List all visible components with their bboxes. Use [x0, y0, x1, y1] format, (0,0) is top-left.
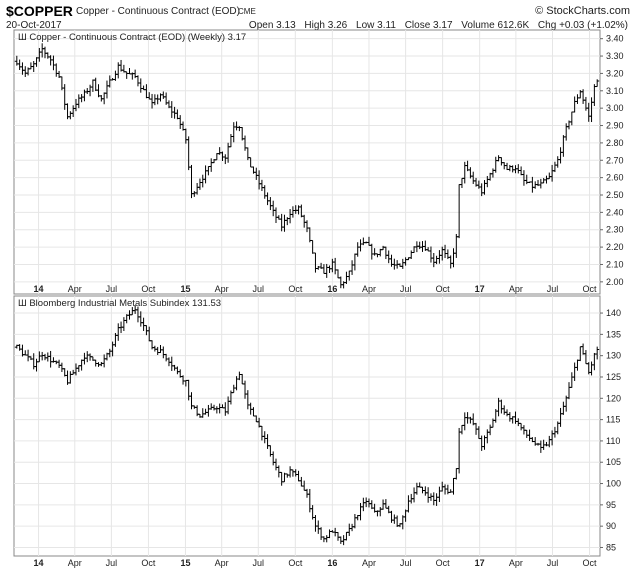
y-tick-label: 2.90: [606, 121, 624, 131]
close-label: Close: [404, 20, 431, 31]
open-value: 3.13: [276, 20, 296, 31]
chg-value: +0.03 (+1.02%): [559, 20, 628, 31]
x-tick-label-upper: Jul: [547, 284, 559, 294]
y-tick-label: 2.20: [606, 242, 624, 252]
y-tick-label: 3.20: [606, 68, 624, 78]
volume-label: Volume: [461, 20, 495, 31]
y-tick-label: 2.30: [606, 225, 624, 235]
y-tick-label: 110: [606, 436, 620, 446]
y-tick-label: 3.30: [606, 51, 624, 61]
x-tick-label-upper: 14: [34, 284, 44, 294]
low-value: 3.11: [377, 20, 396, 31]
y-tick-label: 3.40: [606, 34, 624, 44]
x-tick-label-upper: 16: [327, 284, 337, 294]
open-label: Open: [248, 20, 274, 31]
y-tick-label: 135: [606, 329, 621, 339]
y-tick-label: 130: [606, 351, 621, 361]
high-label: High: [304, 20, 325, 31]
y-tick-label: 115: [606, 415, 620, 425]
x-tick-label-upper: 17: [475, 284, 485, 294]
chart-panel-1: 2.00 2.10 2.20 2.30 2.40 2.50 2.60 2.70 2.80 2.90…: [13, 29, 624, 295]
panel-title: Ш Copper - Continuous Contract (EOD) (We…: [18, 32, 246, 43]
x-tick-label: Oct: [583, 558, 598, 568]
x-tick-label-upper: Jul: [106, 284, 118, 294]
y-tick-label: 90: [606, 521, 616, 531]
x-tick-label: 16: [327, 558, 337, 568]
y-tick-label: 2.70: [606, 155, 624, 165]
x-tick-label-upper: Jul: [253, 284, 265, 294]
x-tick-label: Apr: [215, 558, 229, 568]
panel-frame: [13, 295, 601, 557]
x-tick-label-upper: 15: [180, 284, 190, 294]
ohlc-series: [14, 43, 600, 289]
y-tick-label: 140: [606, 308, 621, 318]
y-tick-label: 3.00: [606, 103, 624, 113]
chart-panel-2: 85 90 95 100 105 110 115 120 125 130 135 140 Ш Bloom…: [13, 295, 621, 557]
x-tick-label: Oct: [436, 558, 451, 568]
y-tick-label: 105: [606, 457, 621, 467]
ohlc-series: [14, 305, 600, 546]
x-tick-label: Jul: [106, 558, 118, 568]
x-tick-label: Jul: [400, 558, 412, 568]
chg-label: Chg: [537, 20, 557, 31]
x-tick-label-upper: Oct: [436, 284, 451, 294]
x-tick-label: 15: [180, 558, 190, 568]
y-tick-label: 2.50: [606, 190, 624, 200]
quote-date: 20-Oct-2017: [6, 20, 62, 31]
x-tick-label-upper: Oct: [141, 284, 156, 294]
y-tick-label: 100: [606, 479, 621, 489]
x-tick-label-upper: Apr: [68, 284, 82, 294]
y-tick-label: 120: [606, 393, 621, 403]
x-tick-label-upper: Apr: [509, 284, 523, 294]
x-tick-label: Apr: [68, 558, 82, 568]
ohlc-bar: [595, 346, 600, 360]
x-tick-label-upper: Apr: [215, 284, 229, 294]
x-tick-label: Oct: [141, 558, 156, 568]
x-tick-label: Jul: [547, 558, 559, 568]
y-tick-label: 2.00: [606, 277, 624, 287]
x-tick-label: Oct: [288, 558, 303, 568]
exchange-label: CME: [238, 7, 256, 16]
low-label: Low: [356, 20, 375, 31]
y-tick-label: 3.10: [606, 86, 624, 96]
y-tick-label: 95: [606, 500, 616, 510]
x-tick-label-upper: Jul: [400, 284, 412, 294]
x-tick-label-upper: Oct: [288, 284, 303, 294]
x-tick-label-upper: Oct: [583, 284, 598, 294]
y-tick-label: 85: [606, 542, 616, 552]
brand-label: © StockCharts.com: [535, 5, 630, 17]
y-tick-label: 2.80: [606, 138, 624, 148]
y-tick-label: 2.60: [606, 173, 624, 183]
ohlc-bar: [595, 79, 600, 88]
symbol-title: $COPPER: [6, 3, 73, 19]
quote-summary: Open 3.13 High 3.26 Low 3.11 Close 3.17 …: [249, 20, 628, 31]
y-tick-label: 125: [606, 372, 621, 382]
x-tick-label-upper: Apr: [362, 284, 376, 294]
instrument-name: Copper - Continuous Contract (EOD): [76, 6, 240, 17]
y-tick-label: 2.10: [606, 259, 624, 269]
panel-frame: [13, 29, 601, 295]
y-tick-label: 2.40: [606, 207, 624, 217]
x-tick-label: Jul: [253, 558, 265, 568]
volume-value: 612.6K: [497, 20, 530, 31]
panel-title: Ш Bloomberg Industrial Metals Subindex 1…: [18, 298, 221, 309]
x-tick-label: 17: [475, 558, 485, 568]
close-value: 3.17: [433, 20, 453, 31]
high-value: 3.26: [327, 20, 348, 31]
x-tick-label: Apr: [509, 558, 523, 568]
x-tick-label: 14: [34, 558, 44, 568]
x-tick-label: Apr: [362, 558, 376, 568]
